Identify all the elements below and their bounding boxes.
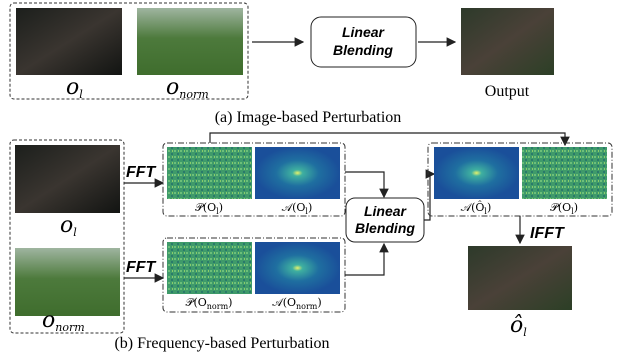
ifft-label: IFFT: [530, 225, 565, 242]
diagram: ol onorm Linear Blending Output (a) Imag…: [0, 0, 617, 360]
amplitude-image: [255, 242, 340, 294]
phase-image: [167, 242, 252, 294]
phase-image: [167, 147, 252, 199]
image-output: [468, 246, 572, 310]
fft-label: FFT: [126, 164, 157, 181]
amplitude-label: 𝒜(Ôl): [461, 200, 492, 216]
blend-label: Blending: [355, 220, 415, 236]
label: ol: [60, 213, 77, 239]
arrow: [345, 172, 384, 197]
image-normal-light: [15, 248, 120, 316]
phase-label: 𝒫(Ol): [195, 201, 223, 216]
blend-label: Linear: [342, 24, 386, 40]
arrow: [345, 244, 384, 275]
output-label: ôl: [510, 313, 527, 339]
image-output: [461, 8, 554, 75]
blend-label: Blending: [333, 42, 393, 58]
output-label: Output: [485, 83, 530, 100]
fft-label: FFT: [126, 259, 157, 276]
image-low-light: [16, 8, 122, 75]
label: ol: [66, 75, 83, 101]
image-low-light: [15, 145, 120, 213]
phase-label: 𝒫(Onorm): [186, 296, 233, 311]
label: onorm: [166, 75, 209, 101]
amplitude-image: [434, 147, 519, 199]
phase-image: [522, 147, 607, 199]
amplitude-label: 𝒜(Ol): [282, 201, 313, 216]
amplitude-label: 𝒜(Onorm): [272, 296, 321, 311]
phase-label: 𝒫(Ol): [550, 201, 578, 216]
image-normal-light: [137, 8, 243, 75]
amplitude-image: [255, 147, 340, 199]
caption: (b) Frequency-based Perturbation: [114, 335, 329, 352]
arrow: [424, 174, 434, 220]
blend-label: Linear: [364, 203, 408, 219]
caption: (a) Image-based Perturbation: [215, 109, 402, 126]
